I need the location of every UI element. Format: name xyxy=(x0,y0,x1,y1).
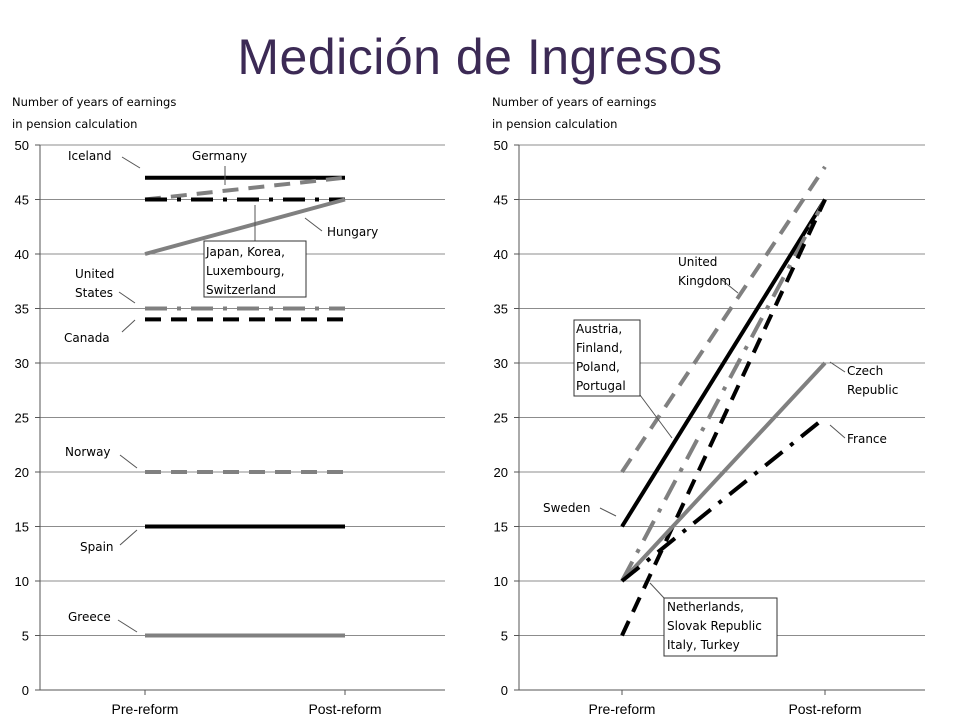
annotation-label: Czech Republic xyxy=(847,364,898,397)
annotation-label: Austria, Finland, Poland, Portugal xyxy=(576,322,626,393)
annotation-box xyxy=(573,319,641,397)
annotation-leader xyxy=(119,454,138,469)
y-tick-label: 10 xyxy=(494,574,508,589)
y-tick-label: 25 xyxy=(494,411,508,426)
annotation-label: Canada xyxy=(64,331,110,345)
annotation-label: United Kingdom xyxy=(678,255,731,288)
annotation-leader xyxy=(649,582,665,599)
annotation-label: Japan, Korea, Luxembourg, Switzerland xyxy=(205,245,285,297)
series-line xyxy=(144,175,346,202)
y-axis-title-line: in pension calculation xyxy=(492,117,617,131)
y-tick-label: 10 xyxy=(15,574,29,589)
y-tick-label: 40 xyxy=(15,247,29,262)
y-axis-title-line: Number of years of earnings xyxy=(492,95,656,109)
annotation-label: Spain xyxy=(80,540,114,554)
y-tick-label: 50 xyxy=(15,138,29,153)
annotation-leader xyxy=(117,619,138,633)
y-tick-label: 5 xyxy=(501,629,508,644)
annotation-label: France xyxy=(847,432,887,446)
y-tick-label: 50 xyxy=(494,138,508,153)
x-tick-label: Post-reform xyxy=(788,701,861,717)
series-line xyxy=(620,361,827,583)
y-tick-label: 40 xyxy=(494,247,508,262)
slide-title: Medición de Ingresos xyxy=(237,29,723,85)
y-tick-label: 5 xyxy=(22,629,29,644)
annotation-label: Iceland xyxy=(68,149,111,163)
x-tick-label: Pre-reform xyxy=(112,701,179,717)
y-tick-label: 30 xyxy=(494,356,508,371)
annotation-leader xyxy=(829,424,846,439)
annotation-leader xyxy=(599,507,617,517)
series-line xyxy=(620,165,827,474)
x-tick-label: Post-reform xyxy=(308,701,381,717)
annotation-label: Sweden xyxy=(543,501,590,515)
annotation-box xyxy=(203,240,307,298)
annotation-label: Germany xyxy=(192,149,247,163)
y-tick-label: 45 xyxy=(494,193,508,208)
y-tick-label: 15 xyxy=(494,520,508,535)
annotation-label: Netherlands, Slovak Republic Italy, Turkey xyxy=(667,600,762,652)
y-tick-label: 35 xyxy=(494,302,508,317)
annotation-leader xyxy=(639,394,673,439)
y-tick-label: 0 xyxy=(22,683,29,698)
series-line xyxy=(620,198,827,528)
y-axis-title-line: in pension calculation xyxy=(12,117,137,131)
annotation-leader xyxy=(118,291,136,304)
series-line xyxy=(620,415,827,583)
annotation-leader xyxy=(119,529,138,546)
series-line xyxy=(620,198,827,582)
series-line xyxy=(620,198,827,637)
y-tick-label: 25 xyxy=(15,411,29,426)
annotation-leader xyxy=(829,361,846,373)
y-tick-label: 0 xyxy=(501,683,508,698)
series-line xyxy=(144,197,346,256)
annotation-label: United States xyxy=(75,267,114,300)
y-tick-label: 20 xyxy=(15,465,29,480)
annotation-leader xyxy=(121,156,141,169)
y-tick-label: 45 xyxy=(15,193,29,208)
y-axis-title-line: Number of years of earnings xyxy=(12,95,176,109)
y-tick-label: 20 xyxy=(494,465,508,480)
y-tick-label: 30 xyxy=(15,356,29,371)
annotation-leader xyxy=(121,319,136,333)
y-tick-label: 35 xyxy=(15,302,29,317)
x-tick-label: Pre-reform xyxy=(589,701,656,717)
annotation-label: Norway xyxy=(65,445,111,459)
annotation-label: Hungary xyxy=(327,225,378,239)
annotation-box xyxy=(663,597,778,657)
annotation-leader xyxy=(721,279,739,294)
annotation-label: Greece xyxy=(68,610,111,624)
annotation-leader xyxy=(304,217,323,232)
y-tick-label: 15 xyxy=(15,520,29,535)
